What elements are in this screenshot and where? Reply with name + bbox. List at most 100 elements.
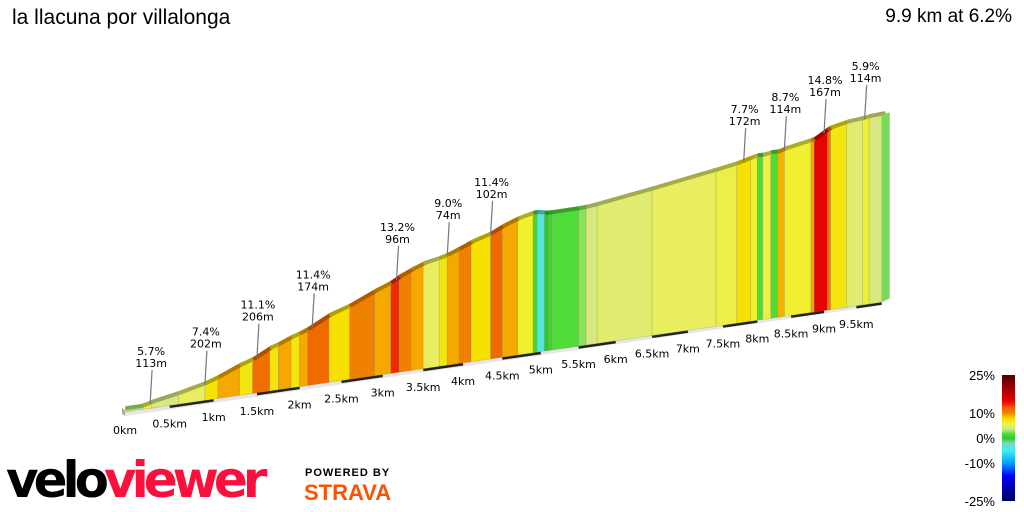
gradient-segment <box>438 255 448 367</box>
annotation-gradient: 8.7% <box>771 91 799 104</box>
annotation-length: 114m <box>769 103 801 116</box>
gradient-segment <box>470 234 491 363</box>
axis-km-band <box>423 362 464 372</box>
x-tick-labels: 0km 0.5km 1km 1.5km 2km 2.5km 3km 3.5km 4km 4.5km… <box>113 318 874 437</box>
ridge-segment <box>830 119 851 130</box>
x-tick-label: 9.5km <box>839 318 874 331</box>
x-tick-label: 5km <box>529 364 553 377</box>
gradient-segment <box>757 156 764 321</box>
annotation-leader <box>743 128 747 163</box>
gradient-segment <box>422 259 440 370</box>
ridge-segment <box>502 215 522 228</box>
annotation-gradient: 7.4% <box>192 326 220 339</box>
axis-km-band <box>856 301 882 309</box>
x-tick-label: 1.5km <box>240 405 275 418</box>
gradient-segment <box>862 117 870 306</box>
x-tick-label: 5.5km <box>561 358 596 371</box>
ridge-segment <box>846 115 867 124</box>
gradient-segment <box>290 334 300 389</box>
x-tick-label: 7km <box>676 342 700 355</box>
annotation-length: 174m <box>297 280 329 293</box>
annotation-gradient: 11.1% <box>240 299 275 312</box>
annotation-length: 113m <box>135 357 167 370</box>
annotation-length: 74m <box>436 209 461 222</box>
annotation-gradient: 7.7% <box>731 103 759 116</box>
annotation-leader <box>256 323 260 358</box>
ridge-segment <box>307 312 333 331</box>
annotation-gradient: 9.0% <box>434 197 462 210</box>
gradient-segment <box>536 213 545 353</box>
gradient-segment <box>830 122 848 311</box>
annotations: 5.7%113m7.4%202m11.1%206m11.4%174m13.2%9… <box>135 60 882 405</box>
gradient-segment <box>398 270 412 373</box>
gradient-segment <box>390 277 400 374</box>
gradient-segment <box>777 149 785 318</box>
axis-km-band <box>169 398 214 409</box>
ridge-segment <box>459 239 475 251</box>
climb-title: la llacuna por villalonga <box>12 6 231 29</box>
gradient-legend: 25% 10% 0% -10% -25% <box>965 368 1015 509</box>
annotation-length: 172m <box>729 115 761 128</box>
legend-label: 25% <box>969 368 995 383</box>
annotation-gradient: 14.8% <box>808 74 843 87</box>
profile-end-face <box>881 112 890 303</box>
axis-km-band <box>790 310 825 318</box>
ridge-segment <box>652 167 720 191</box>
legend-label: 10% <box>969 406 995 421</box>
x-tick-label: 8.5km <box>774 327 809 340</box>
ridge-segment <box>470 230 495 244</box>
annotation-gradient: 5.7% <box>137 345 165 358</box>
x-tick-label: 6.5km <box>635 348 670 361</box>
powered-by-label: POWERED BY <box>305 467 391 479</box>
ridge-segment <box>517 210 538 220</box>
profile-ridge <box>122 111 890 416</box>
annotation-leader <box>489 200 494 235</box>
gradient-segment <box>269 345 279 392</box>
legend-label: -25% <box>965 494 996 509</box>
ridge-segment <box>398 267 416 279</box>
gradient-segment <box>826 128 831 311</box>
profile-start-face <box>122 408 125 416</box>
gradient-segment <box>544 214 549 352</box>
gradient-segment <box>810 139 815 313</box>
gradient-segment <box>784 141 812 317</box>
ridge-segment <box>239 356 257 367</box>
gradient-segment <box>458 242 472 364</box>
ridge-segment <box>490 223 507 235</box>
gradient-segment <box>446 249 460 366</box>
annotation-gradient: 11.4% <box>296 268 331 281</box>
ridge-segment <box>715 160 741 172</box>
gradient-segment <box>651 170 717 336</box>
annotation-leader <box>823 99 827 134</box>
gradient-segment <box>532 213 538 354</box>
x-tick-label: 2.5km <box>324 393 359 406</box>
ridge-segment <box>784 137 815 151</box>
strava-logo[interactable]: STRAVA <box>304 480 392 505</box>
legend-label: -10% <box>965 456 996 471</box>
veloviewer-logo[interactable]: veloviewer <box>6 451 267 509</box>
x-tick-label: 0.5km <box>152 418 187 431</box>
legend-label: 0% <box>976 431 995 446</box>
ridge-segment <box>552 205 583 214</box>
logo-velo: velo <box>6 451 109 509</box>
ridge-segment <box>869 111 886 118</box>
annotation-leader <box>446 222 450 257</box>
gradient-segment <box>715 164 738 327</box>
gradient-segment <box>750 156 758 322</box>
ridge-segment <box>374 279 395 293</box>
annotation-gradient: 11.4% <box>474 176 509 189</box>
gradient-segment <box>585 205 598 346</box>
gradient-segment <box>410 264 424 371</box>
x-tick-label: 8km <box>745 332 769 345</box>
axis-km-band <box>341 374 383 384</box>
axis-km-band <box>722 319 758 328</box>
annotation-leader <box>204 350 208 385</box>
ridge-segment <box>125 402 147 410</box>
gradient-segment <box>736 158 751 324</box>
logo-viewer: viewer <box>104 451 267 509</box>
ridge-segment <box>151 390 183 404</box>
annotation-length: 96m <box>385 233 410 246</box>
ridge-segment <box>349 288 379 307</box>
gradient-segment <box>868 114 883 305</box>
